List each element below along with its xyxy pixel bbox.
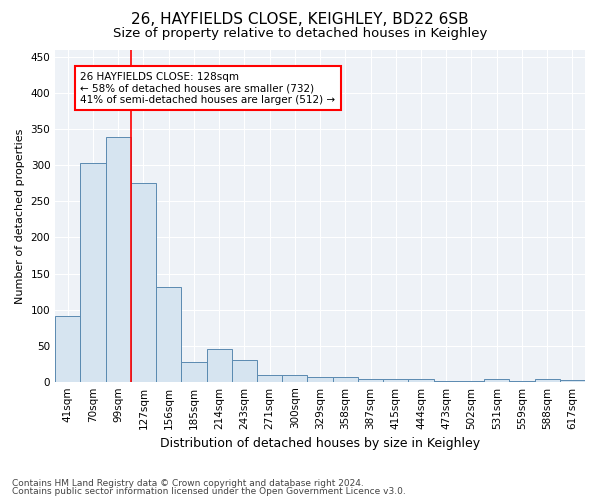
- Bar: [55, 316, 80, 382]
- Bar: [535, 379, 560, 382]
- Text: 26 HAYFIELDS CLOSE: 128sqm
← 58% of detached houses are smaller (732)
41% of sem: 26 HAYFIELDS CLOSE: 128sqm ← 58% of deta…: [80, 72, 335, 105]
- Bar: [459, 381, 484, 382]
- Bar: [282, 375, 307, 382]
- Bar: [484, 379, 509, 382]
- Bar: [80, 163, 106, 382]
- Bar: [156, 287, 181, 382]
- Text: Size of property relative to detached houses in Keighley: Size of property relative to detached ho…: [113, 28, 487, 40]
- X-axis label: Distribution of detached houses by size in Keighley: Distribution of detached houses by size …: [160, 437, 480, 450]
- Bar: [560, 380, 585, 382]
- Bar: [131, 182, 156, 382]
- Bar: [106, 136, 131, 382]
- Bar: [383, 379, 409, 382]
- Bar: [332, 376, 358, 382]
- Bar: [409, 379, 434, 382]
- Bar: [232, 360, 257, 382]
- Bar: [358, 379, 383, 382]
- Text: Contains HM Land Registry data © Crown copyright and database right 2024.: Contains HM Land Registry data © Crown c…: [12, 478, 364, 488]
- Bar: [181, 362, 206, 382]
- Bar: [434, 381, 459, 382]
- Bar: [307, 376, 332, 382]
- Y-axis label: Number of detached properties: Number of detached properties: [15, 128, 25, 304]
- Bar: [509, 381, 535, 382]
- Bar: [257, 375, 282, 382]
- Bar: [206, 348, 232, 382]
- Text: Contains public sector information licensed under the Open Government Licence v3: Contains public sector information licen…: [12, 487, 406, 496]
- Text: 26, HAYFIELDS CLOSE, KEIGHLEY, BD22 6SB: 26, HAYFIELDS CLOSE, KEIGHLEY, BD22 6SB: [131, 12, 469, 28]
